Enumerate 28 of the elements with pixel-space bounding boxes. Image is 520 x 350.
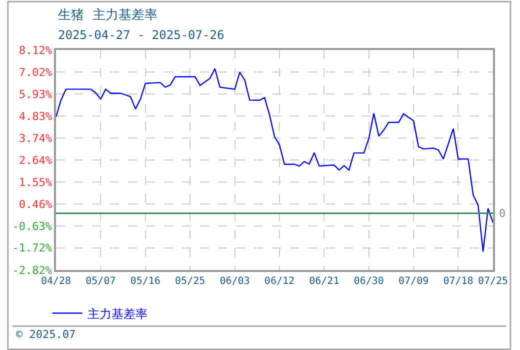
- y-tick-label: 3.74%: [18, 132, 52, 145]
- x-tick-label: 05/07: [86, 276, 116, 287]
- y-tick-label: 0.46%: [18, 198, 52, 211]
- x-tick-label: 06/03: [220, 276, 250, 287]
- line-series: [56, 68, 493, 252]
- y-tick-label: 1.55%: [18, 176, 52, 189]
- x-tick-label: 06/12: [264, 276, 295, 287]
- y-tick-label: 2.64%: [18, 154, 52, 168]
- y-tick-label: -1.72%: [12, 242, 52, 255]
- y-tick-label: 7.02%: [18, 66, 52, 79]
- ref-line-label: 0: [499, 207, 506, 220]
- x-tick-label: 04/28: [40, 276, 72, 287]
- x-tick-label: 05/16: [130, 276, 160, 287]
- y-tick-label: -2.82%: [12, 264, 52, 277]
- y-tick-label: 8.12%: [18, 44, 52, 57]
- x-tick-label: 05/25: [175, 276, 206, 287]
- chart-title: 生猪 主力基差率: [58, 7, 158, 23]
- x-tick-label: 06/30: [354, 276, 384, 287]
- x-tick-label: 06/21: [309, 276, 340, 287]
- x-tick-label: 07/09: [398, 276, 429, 287]
- text: © 2025.07: [16, 328, 76, 341]
- x-tick-label: 07/25: [478, 276, 508, 287]
- y-tick-label: -0.63%: [12, 220, 52, 233]
- y-tick-label: 5.93%: [18, 88, 52, 101]
- legend-label: 主力基差率: [87, 306, 148, 321]
- chart-subtitle: 2025-04-27 - 2025-07-26: [58, 28, 224, 42]
- x-tick-label: 07/18: [443, 276, 474, 287]
- y-tick-label: 4.83%: [18, 110, 52, 124]
